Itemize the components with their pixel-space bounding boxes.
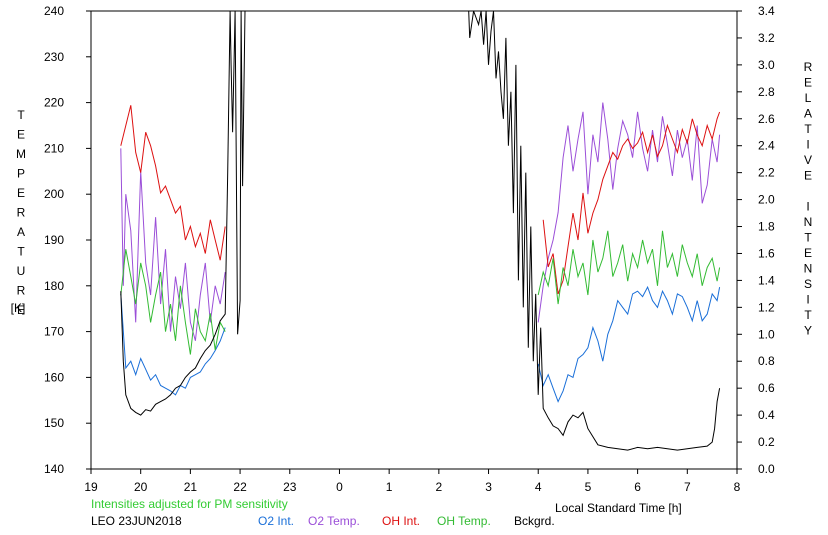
x-tick-label: 7 bbox=[684, 480, 691, 494]
legend-o2-int: O2 Int. bbox=[258, 514, 294, 528]
series-oh-int bbox=[120, 105, 226, 261]
right-axis-title-letter: R bbox=[804, 60, 813, 74]
x-tick-label: 22 bbox=[233, 480, 247, 494]
series-bckgrd bbox=[120, 10, 246, 416]
right-axis-title-letter: N bbox=[804, 262, 813, 276]
left-tick-label: 150 bbox=[44, 416, 64, 430]
left-tick-label: 240 bbox=[44, 4, 64, 18]
legend-oh-temp: OH Temp. bbox=[437, 514, 491, 528]
left-tick-label: 180 bbox=[44, 279, 64, 293]
left-tick-label: 200 bbox=[44, 187, 64, 201]
right-tick-label: 1.4 bbox=[758, 273, 775, 287]
left-tick-label: 170 bbox=[44, 325, 64, 339]
x-tick-label: 23 bbox=[283, 480, 297, 494]
right-axis-title-letter: V bbox=[804, 153, 812, 167]
right-axis-title-letter: Y bbox=[804, 324, 812, 338]
right-tick-label: 0.0 bbox=[758, 462, 775, 476]
series-oh-temp bbox=[537, 230, 721, 305]
legend-bckgrd: Bckgrd. bbox=[514, 514, 555, 528]
right-tick-label: 2.8 bbox=[758, 85, 775, 99]
right-axis-title-letter: L bbox=[805, 91, 812, 105]
legend: O2 Int. O2 Temp. OH Int. OH Temp. Bckgrd. bbox=[258, 514, 555, 528]
right-tick-label: 1.8 bbox=[758, 220, 775, 234]
right-axis-title-letter: T bbox=[804, 231, 812, 245]
right-axis-title-letter: S bbox=[804, 277, 812, 291]
series-oh-int bbox=[542, 111, 721, 295]
right-axis-title-letter: T bbox=[804, 122, 812, 136]
right-axis-title-letter: I bbox=[806, 200, 809, 214]
legend-oh-int: OH Int. bbox=[382, 514, 420, 528]
right-axis-title-letter: A bbox=[804, 107, 812, 121]
left-tick-label: 140 bbox=[44, 462, 64, 476]
left-axis-title-letter: E bbox=[17, 186, 25, 200]
x-tick-label: 4 bbox=[535, 480, 542, 494]
left-axis-title-letter: T bbox=[17, 108, 25, 122]
x-tick-label: 20 bbox=[134, 480, 148, 494]
x-tick-label: 2 bbox=[436, 480, 443, 494]
x-tick-label: 5 bbox=[585, 480, 592, 494]
right-tick-label: 2.2 bbox=[758, 166, 775, 180]
series-o2-temp bbox=[120, 148, 226, 341]
right-tick-label: 1.6 bbox=[758, 246, 775, 260]
left-tick-label: 230 bbox=[44, 50, 64, 64]
left-axis-title-letter: R bbox=[17, 206, 26, 220]
right-axis-title-letter: E bbox=[804, 76, 812, 90]
left-axis-title-letter: T bbox=[17, 245, 25, 259]
x-axis: 19 20 21 22 23 0 1 2 3 4 5 6 7 8 bbox=[84, 469, 741, 494]
series-oh-temp bbox=[120, 249, 226, 355]
x-tick-label: 3 bbox=[485, 480, 492, 494]
series-o2-int bbox=[537, 285, 721, 403]
left-axis-title-letter: A bbox=[17, 225, 25, 239]
plot-frame bbox=[90, 10, 738, 470]
left-axis-title-letter: U bbox=[17, 264, 26, 278]
x-tick-label: 0 bbox=[336, 480, 343, 494]
x-tick-label: 1 bbox=[386, 480, 393, 494]
x-tick-label: 6 bbox=[634, 480, 641, 494]
right-tick-label: 3.4 bbox=[758, 4, 775, 18]
left-axis-title-letter: P bbox=[17, 167, 25, 181]
series-bckgrd bbox=[468, 10, 721, 451]
sensitivity-note: Intensities adjusted for PM sensitivity bbox=[91, 497, 288, 511]
right-tick-label: 0.4 bbox=[758, 408, 775, 422]
series-group bbox=[120, 10, 721, 451]
left-tick-label: 190 bbox=[44, 233, 64, 247]
right-tick-label: 2.0 bbox=[758, 193, 775, 207]
left-axis-title-letter: E bbox=[17, 128, 25, 142]
left-y-axis: 140 150 160 170 180 190 200 210 220 230 240 bbox=[44, 4, 91, 476]
legend-o2-temp: O2 Temp. bbox=[308, 514, 360, 528]
right-axis-title-letter: I bbox=[806, 138, 809, 152]
right-tick-label: 2.4 bbox=[758, 139, 775, 153]
left-axis-unit: [K] bbox=[11, 301, 26, 315]
right-axis-title-letter: E bbox=[804, 246, 812, 260]
x-axis-label: Local Standard Time [h] bbox=[555, 501, 682, 515]
right-axis-title-letter: I bbox=[806, 293, 809, 307]
right-tick-label: 1.2 bbox=[758, 300, 775, 314]
right-tick-label: 0.8 bbox=[758, 354, 775, 368]
right-axis-title-letter: N bbox=[804, 215, 813, 229]
x-tick-label: 8 bbox=[734, 480, 741, 494]
right-tick-label: 2.6 bbox=[758, 112, 775, 126]
left-tick-label: 210 bbox=[44, 141, 64, 155]
right-y-axis: 0.0 0.2 0.4 0.6 0.8 1.0 1.2 1.4 1.6 1.8 2.0 2.2 2.4 2… bbox=[737, 4, 775, 476]
station-date: LEO 23JUN2018 bbox=[91, 514, 182, 528]
right-tick-label: 1.0 bbox=[758, 327, 775, 341]
right-axis-title-letter: E bbox=[804, 169, 812, 183]
right-tick-label: 0.2 bbox=[758, 435, 775, 449]
right-axis-title-letter: T bbox=[804, 308, 812, 322]
series-o2-temp bbox=[537, 102, 721, 323]
left-tick-label: 220 bbox=[44, 96, 64, 110]
left-axis-title-letter: E bbox=[17, 303, 25, 317]
right-tick-label: 3.2 bbox=[758, 31, 775, 45]
right-tick-label: 0.6 bbox=[758, 381, 775, 395]
right-tick-label: 3.0 bbox=[758, 58, 775, 72]
left-axis-title-letter: M bbox=[16, 147, 26, 161]
x-tick-label: 19 bbox=[84, 480, 98, 494]
left-tick-label: 160 bbox=[44, 370, 64, 384]
x-tick-label: 21 bbox=[184, 480, 198, 494]
series-o2-int bbox=[120, 293, 226, 396]
left-axis-title-letter: R bbox=[17, 284, 26, 298]
